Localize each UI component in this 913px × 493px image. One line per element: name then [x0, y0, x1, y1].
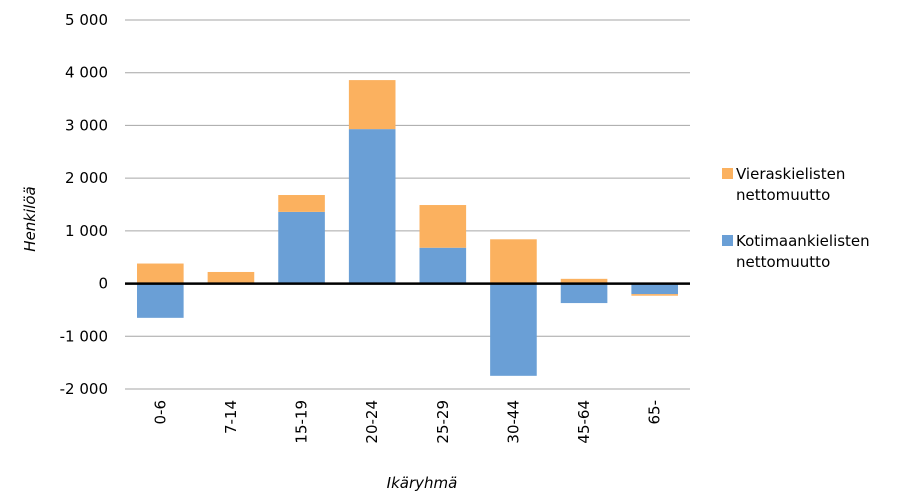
- bar-kotimaankielisten-25-29: [419, 247, 467, 284]
- x-tick-label: 20-24: [363, 400, 381, 444]
- bar-kotimaankielisten-65-: [631, 283, 678, 295]
- x-tick-label: 65-: [646, 400, 664, 425]
- legend-label-kotimaankielisten-line1: Kotimaankielisten: [736, 232, 870, 250]
- y-tick-label: -1 000: [60, 327, 108, 345]
- x-tick-label: 7-14: [222, 400, 240, 434]
- bar-kotimaankielisten-45-64: [560, 283, 608, 304]
- x-tick-label: 15-19: [293, 400, 311, 444]
- legend-label-kotimaankielisten-line2: nettomuutto: [736, 253, 830, 271]
- x-axis-title: Ikäryhmä: [387, 474, 458, 492]
- y-tick-label: 0: [98, 275, 108, 293]
- y-tick-label: 1 000: [65, 222, 108, 240]
- y-axis-ticks: -2 000 -1 000 0 1 000 2 000 3 000 4 000 5 000: [60, 11, 108, 398]
- bar-vieraskielisten-7-14: [207, 271, 255, 283]
- y-tick-label: 5 000: [65, 11, 108, 29]
- legend-label-vieraskielisten-line1: Vieraskielisten: [736, 165, 845, 183]
- bar-vieraskielisten-30-44: [490, 239, 537, 284]
- y-axis-title: Henkilöä: [21, 186, 39, 251]
- x-tick-label: 45-64: [575, 400, 593, 444]
- bar-vieraskielisten-0-6: [137, 263, 184, 284]
- x-tick-label: 25-29: [434, 400, 452, 444]
- bar-vieraskielisten-65-: [631, 294, 678, 296]
- y-tick-label: 2 000: [65, 169, 108, 187]
- legend-label-vieraskielisten-line2: nettomuutto: [736, 186, 830, 204]
- bar-kotimaankielisten-0-6: [137, 283, 184, 318]
- bar-vieraskielisten-45-64: [560, 278, 608, 284]
- y-tick-label: 4 000: [65, 64, 108, 82]
- bar-kotimaankielisten-15-19: [278, 211, 325, 284]
- legend-swatch-kotimaankielisten: [722, 235, 733, 246]
- legend: Vieraskielisten nettomuutto Kotimaankiel…: [722, 165, 870, 271]
- gridlines: [125, 19, 690, 390]
- x-axis-ticks: 0-6 7-14 15-19 20-24 25-29 30-44 45-64 65-: [151, 400, 663, 444]
- x-tick-label: 30-44: [504, 400, 522, 444]
- bar-vieraskielisten-15-19: [278, 195, 325, 212]
- legend-swatch-vieraskielisten: [722, 168, 733, 179]
- y-tick-label: -2 000: [60, 380, 108, 398]
- bar-vieraskielisten-20-24: [348, 80, 396, 130]
- y-tick-label: 3 000: [65, 116, 108, 134]
- bar-vieraskielisten-25-29: [419, 205, 467, 248]
- x-tick-label: 0-6: [151, 400, 169, 425]
- bar-kotimaankielisten-20-24: [348, 129, 396, 284]
- bar-kotimaankielisten-30-44: [490, 283, 537, 376]
- bars: [137, 80, 678, 376]
